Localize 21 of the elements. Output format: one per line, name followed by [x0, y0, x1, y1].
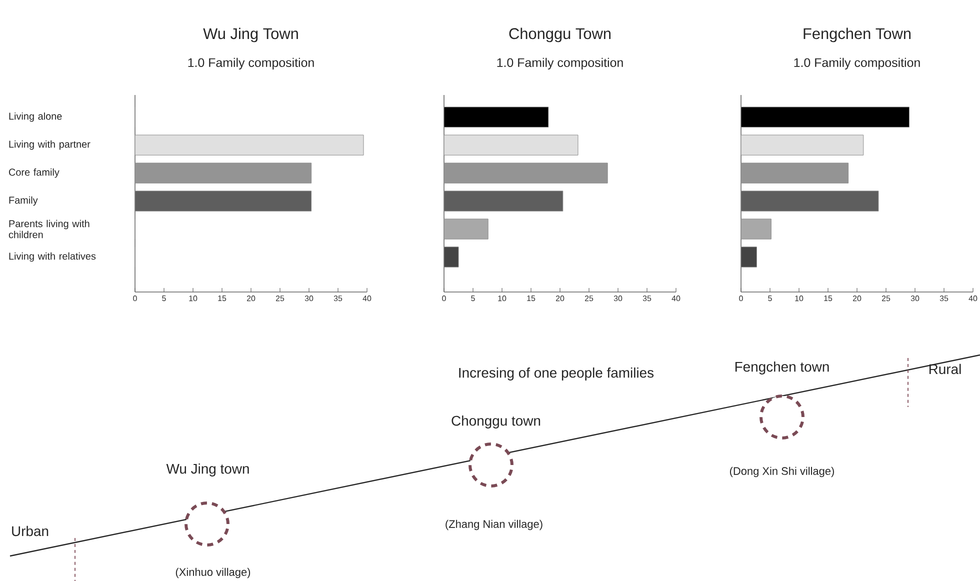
y-tick-label: Living with relatives — [9, 252, 96, 262]
text: Incresing of one people families — [459, 367, 654, 380]
text: Rural — [929, 364, 961, 374]
text: Fengchen town — [735, 361, 829, 374]
chart-subtitle: 1.0 Family composition — [497, 58, 623, 70]
text: (Dong Xin Shi village) — [730, 466, 834, 478]
text: Chonggu town — [452, 415, 540, 428]
text: (Xinhuo village) — [176, 568, 250, 578]
y-tick-label: Living with partner — [9, 140, 90, 150]
text: Wu Jing town — [166, 463, 249, 476]
chart-subtitle: 1.0 Family composition — [188, 58, 314, 70]
chart-subtitle: 1.0 Family composition — [794, 58, 920, 70]
text: (Zhang Nian village) — [446, 520, 542, 530]
y-tick-label: Parents living with children — [8, 220, 90, 238]
y-tick-label: Living alone — [9, 112, 62, 122]
chart-title: Fengchen Town — [804, 28, 911, 42]
y-tick-label: Core family — [8, 168, 60, 178]
chart-title: Wu Jing Town — [203, 28, 298, 42]
y-tick-label: Family — [9, 196, 38, 206]
chart-title: Chonggu Town — [509, 28, 611, 42]
text: Urban — [12, 526, 48, 536]
